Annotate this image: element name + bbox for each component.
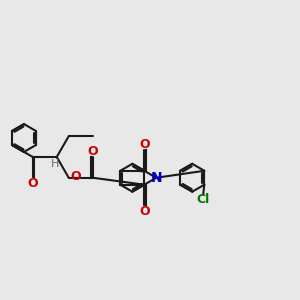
Text: O: O bbox=[70, 170, 80, 183]
Text: Cl: Cl bbox=[196, 193, 210, 206]
Text: O: O bbox=[27, 177, 38, 190]
Text: O: O bbox=[87, 145, 98, 158]
Text: O: O bbox=[139, 205, 150, 218]
Text: H: H bbox=[51, 159, 60, 169]
Text: N: N bbox=[151, 171, 162, 185]
Text: O: O bbox=[139, 138, 150, 151]
